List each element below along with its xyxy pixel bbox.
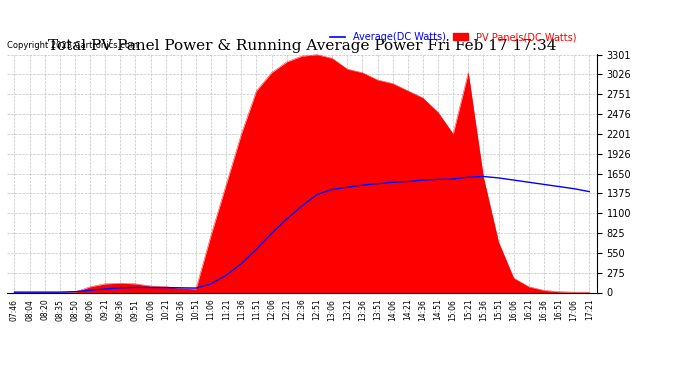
Text: Copyright 2023 Cartronics.com: Copyright 2023 Cartronics.com [7, 41, 138, 50]
Legend: Average(DC Watts), PV Panels(DC Watts): Average(DC Watts), PV Panels(DC Watts) [326, 28, 580, 46]
Title: Total PV Panel Power & Running Average Power Fri Feb 17 17:34: Total PV Panel Power & Running Average P… [48, 39, 556, 53]
